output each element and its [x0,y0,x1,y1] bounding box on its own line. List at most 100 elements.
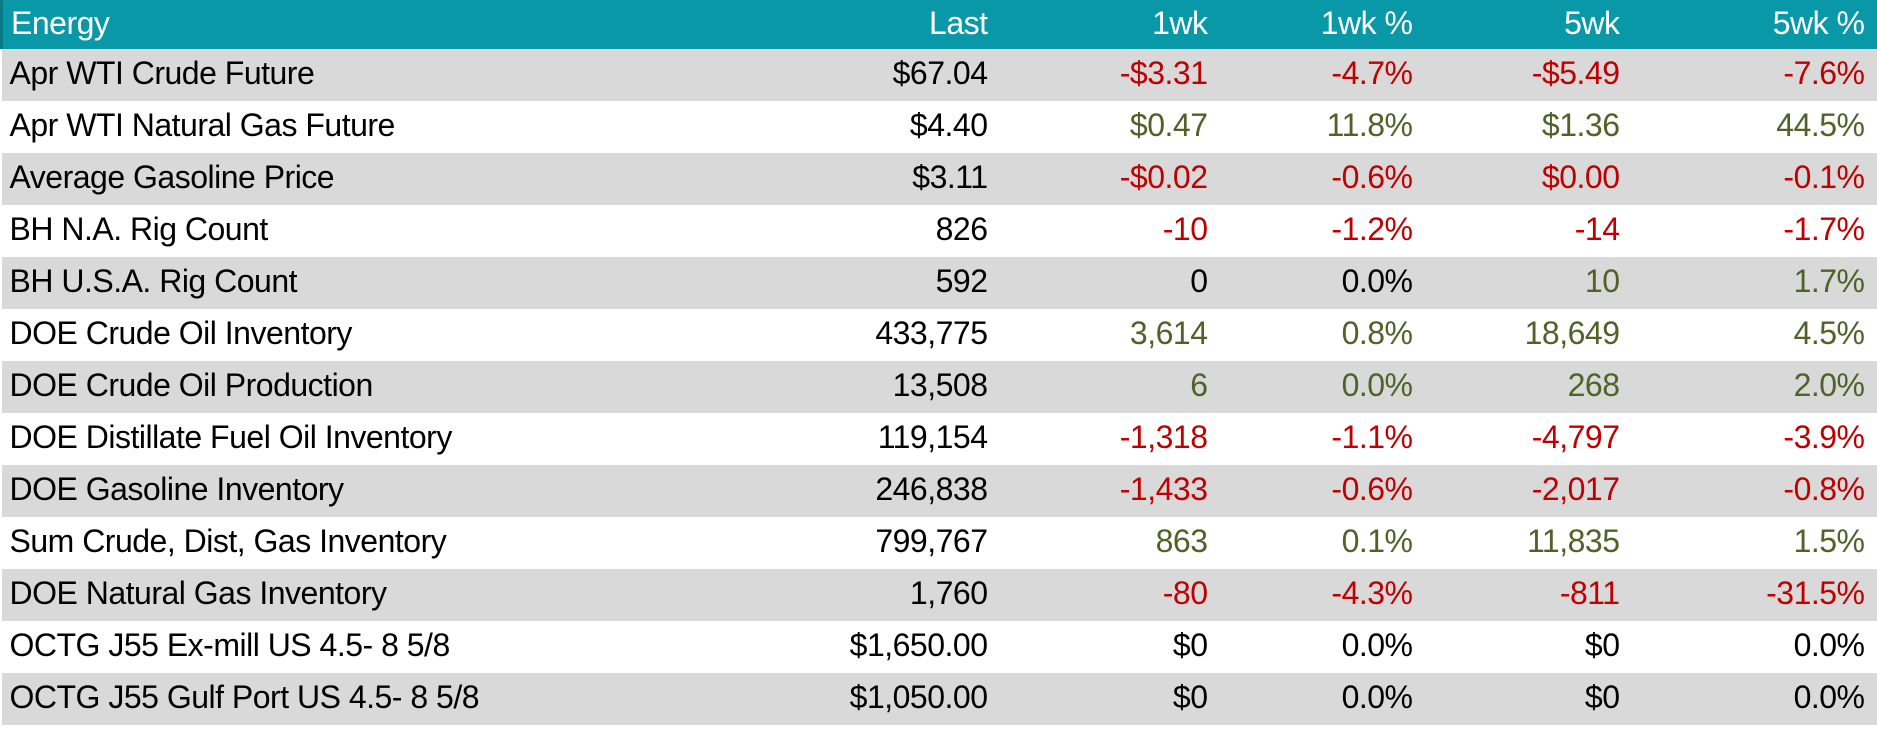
table-row: DOE Natural Gas Inventory 1,760 -80 -4.3% -8… [1,569,1877,621]
column-header-last: Last [781,0,1002,49]
cell-5wk-pct: 0.0% [1633,621,1877,673]
cell-last: 119,154 [781,413,1002,465]
cell-last: $67.04 [781,49,1002,101]
row-label: DOE Natural Gas Inventory [1,569,782,621]
cell-5wk-pct: 44.5% [1633,101,1877,153]
cell-1wk: 0 [1001,257,1222,309]
table-row: OCTG J55 Gulf Port US 4.5- 8 5/8 $1,050.0… [1,673,1877,725]
cell-last: 1,760 [781,569,1002,621]
cell-1wk-pct: -1.1% [1221,413,1427,465]
row-label: Apr WTI Crude Future [1,49,782,101]
cell-5wk: $0 [1426,621,1634,673]
cell-1wk: -10 [1001,205,1222,257]
cell-5wk: $0 [1426,673,1634,725]
cell-5wk: 11,835 [1426,517,1634,569]
table-row: OCTG J55 Ex-mill US 4.5- 8 5/8 $1,650.00 $… [1,621,1877,673]
cell-1wk-pct: -4.7% [1221,49,1427,101]
cell-1wk: -1,433 [1001,465,1222,517]
table-row: BH N.A. Rig Count 826 -10 -1.2% -14 -1.7% [1,205,1877,257]
table-row: DOE Crude Oil Inventory 433,775 3,614 0.8% 1… [1,309,1877,361]
cell-1wk-pct: -1.2% [1221,205,1427,257]
cell-5wk: 18,649 [1426,309,1634,361]
cell-1wk-pct: 0.0% [1221,621,1427,673]
cell-5wk-pct: -1.7% [1633,205,1877,257]
column-header-5wk: 5wk [1426,0,1634,49]
column-header-5wk-pct: 5wk % [1633,0,1877,49]
row-label: BH U.S.A. Rig Count [1,257,782,309]
cell-last: 826 [781,205,1002,257]
cell-last: 799,767 [781,517,1002,569]
table-row: Apr WTI Crude Future $67.04 -$3.31 -4.7% -$5… [1,49,1877,101]
cell-5wk-pct: 1.5% [1633,517,1877,569]
cell-1wk: $0 [1001,673,1222,725]
cell-1wk-pct: 0.0% [1221,361,1427,413]
row-label: Apr WTI Natural Gas Future [1,101,782,153]
row-label: Average Gasoline Price [1,153,782,205]
table-row: Average Gasoline Price $3.11 -$0.02 -0.6% $0… [1,153,1877,205]
cell-1wk: -$0.02 [1001,153,1222,205]
cell-5wk: 10 [1426,257,1634,309]
cell-1wk: $0.47 [1001,101,1222,153]
row-label: DOE Crude Oil Production [1,361,782,413]
table-row: DOE Crude Oil Production 13,508 6 0.0% 268 2.… [1,361,1877,413]
cell-last: 433,775 [781,309,1002,361]
table-row: Apr WTI Natural Gas Future $4.40 $0.47 11.8… [1,101,1877,153]
row-label: Sum Crude, Dist, Gas Inventory [1,517,782,569]
cell-last: 13,508 [781,361,1002,413]
cell-1wk-pct: -4.3% [1221,569,1427,621]
cell-5wk-pct: -7.6% [1633,49,1877,101]
cell-1wk-pct: 0.1% [1221,517,1427,569]
cell-1wk-pct: -0.6% [1221,465,1427,517]
cell-1wk-pct: 0.0% [1221,257,1427,309]
table-row: BH U.S.A. Rig Count 592 0 0.0% 10 1.7% [1,257,1877,309]
table-row: DOE Gasoline Inventory 246,838 -1,433 -0.6%… [1,465,1877,517]
header-row: Energy Last 1wk 1wk % 5wk 5wk % [0,0,1877,49]
cell-5wk-pct: 1.7% [1633,257,1877,309]
cell-5wk-pct: -0.1% [1633,153,1877,205]
row-label: DOE Distillate Fuel Oil Inventory [1,413,782,465]
cell-5wk-pct: -0.8% [1633,465,1877,517]
cell-5wk: 268 [1426,361,1634,413]
cell-last: $4.40 [781,101,1002,153]
cell-5wk-pct: -31.5% [1633,569,1877,621]
row-label: OCTG J55 Gulf Port US 4.5- 8 5/8 [1,673,782,725]
row-label: BH N.A. Rig Count [1,205,782,257]
cell-5wk: $1.36 [1426,101,1634,153]
row-label: DOE Crude Oil Inventory [1,309,782,361]
row-label: DOE Gasoline Inventory [1,465,782,517]
column-header-energy: Energy [0,0,782,49]
cell-5wk: -4,797 [1426,413,1634,465]
cell-last: $1,050.00 [781,673,1002,725]
cell-1wk: -1,318 [1001,413,1222,465]
cell-1wk-pct: 11.8% [1221,101,1427,153]
cell-1wk-pct: 0.8% [1221,309,1427,361]
column-header-1wk: 1wk [1001,0,1222,49]
table-header: Energy Last 1wk 1wk % 5wk 5wk % [0,0,1877,49]
cell-1wk-pct: -0.6% [1221,153,1427,205]
cell-5wk-pct: 2.0% [1633,361,1877,413]
cell-5wk-pct: -3.9% [1633,413,1877,465]
cell-last: 246,838 [781,465,1002,517]
cell-5wk-pct: 0.0% [1633,673,1877,725]
cell-1wk: 863 [1001,517,1222,569]
cell-1wk: 3,614 [1001,309,1222,361]
cell-last: $1,650.00 [781,621,1002,673]
cell-5wk: -811 [1426,569,1634,621]
cell-5wk: $0.00 [1426,153,1634,205]
table-row: Sum Crude, Dist, Gas Inventory 799,767 863… [1,517,1877,569]
cell-last: 592 [781,257,1002,309]
cell-last: $3.11 [781,153,1002,205]
cell-5wk: -14 [1426,205,1634,257]
cell-5wk: -$5.49 [1426,49,1634,101]
cell-5wk-pct: 4.5% [1633,309,1877,361]
cell-1wk: -$3.31 [1001,49,1222,101]
cell-1wk: $0 [1001,621,1222,673]
cell-1wk: -80 [1001,569,1222,621]
row-label: OCTG J55 Ex-mill US 4.5- 8 5/8 [1,621,782,673]
cell-1wk: 6 [1001,361,1222,413]
table-body: Apr WTI Crude Future $67.04 -$3.31 -4.7% -$5… [1,49,1877,725]
cell-5wk: -2,017 [1426,465,1634,517]
column-header-1wk-pct: 1wk % [1221,0,1427,49]
table-row: DOE Distillate Fuel Oil Inventory 119,154… [1,413,1877,465]
